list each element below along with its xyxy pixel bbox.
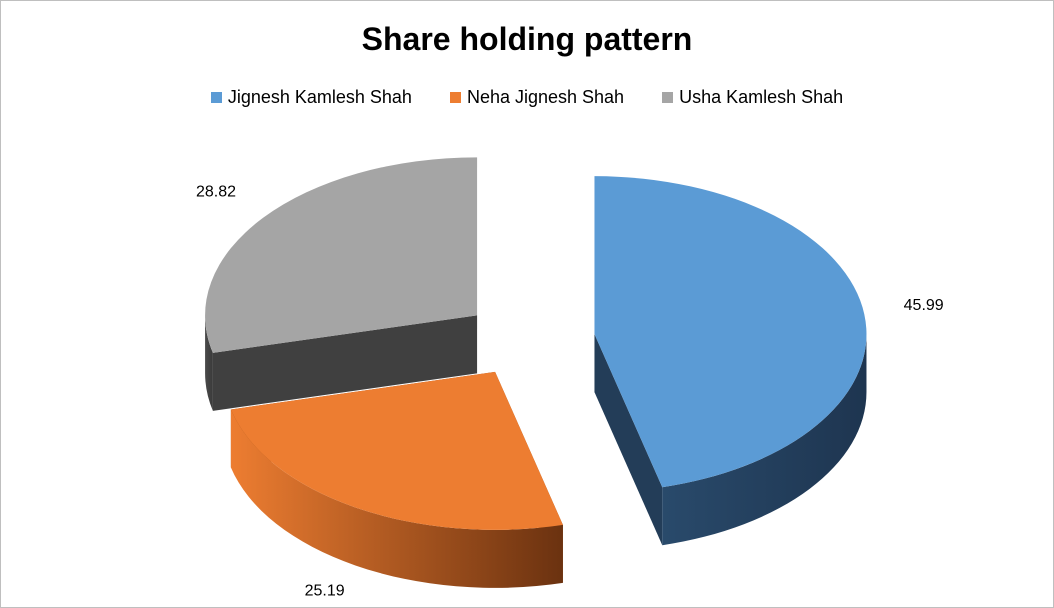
legend-label-jignesh: Jignesh Kamlesh Shah	[227, 87, 412, 107]
pie-slice-usha	[205, 157, 478, 353]
legend-item-jignesh: Jignesh Kamlesh Shah	[210, 87, 412, 108]
chart-title: Share holding pattern	[361, 21, 693, 57]
pie-rim-usha-0	[205, 315, 213, 411]
pie-rim-neha-0	[230, 409, 563, 588]
legend-swatch-usha	[662, 92, 674, 103]
pie-slice-neha	[230, 371, 563, 530]
pie-wall-jignesh-1	[594, 334, 663, 546]
legend-item-neha: Neha Jignesh Shah	[449, 87, 625, 108]
legend: Jignesh Kamlesh Shah Neha Jignesh Shah U…	[1, 87, 1053, 108]
data-label-usha: 28.82	[196, 183, 236, 200]
legend-item-usha: Usha Kamlesh Shah	[662, 87, 843, 108]
legend-label-usha: Usha Kamlesh Shah	[679, 87, 844, 107]
pie-slice-jignesh	[594, 176, 867, 488]
data-label-neha: 25.19	[305, 582, 345, 599]
legend-swatch-jignesh	[210, 92, 222, 103]
pie-top-layer	[205, 157, 867, 530]
pie-label-layer: 45.99 25.19 28.82	[196, 183, 944, 599]
legend-label-neha: Neha Jignesh Shah	[466, 87, 625, 107]
legend-swatch-neha	[449, 92, 461, 103]
pie-wall-usha-0	[212, 315, 478, 411]
data-label-jignesh: 45.99	[904, 297, 944, 314]
pie-rim-jignesh-0	[662, 334, 867, 546]
